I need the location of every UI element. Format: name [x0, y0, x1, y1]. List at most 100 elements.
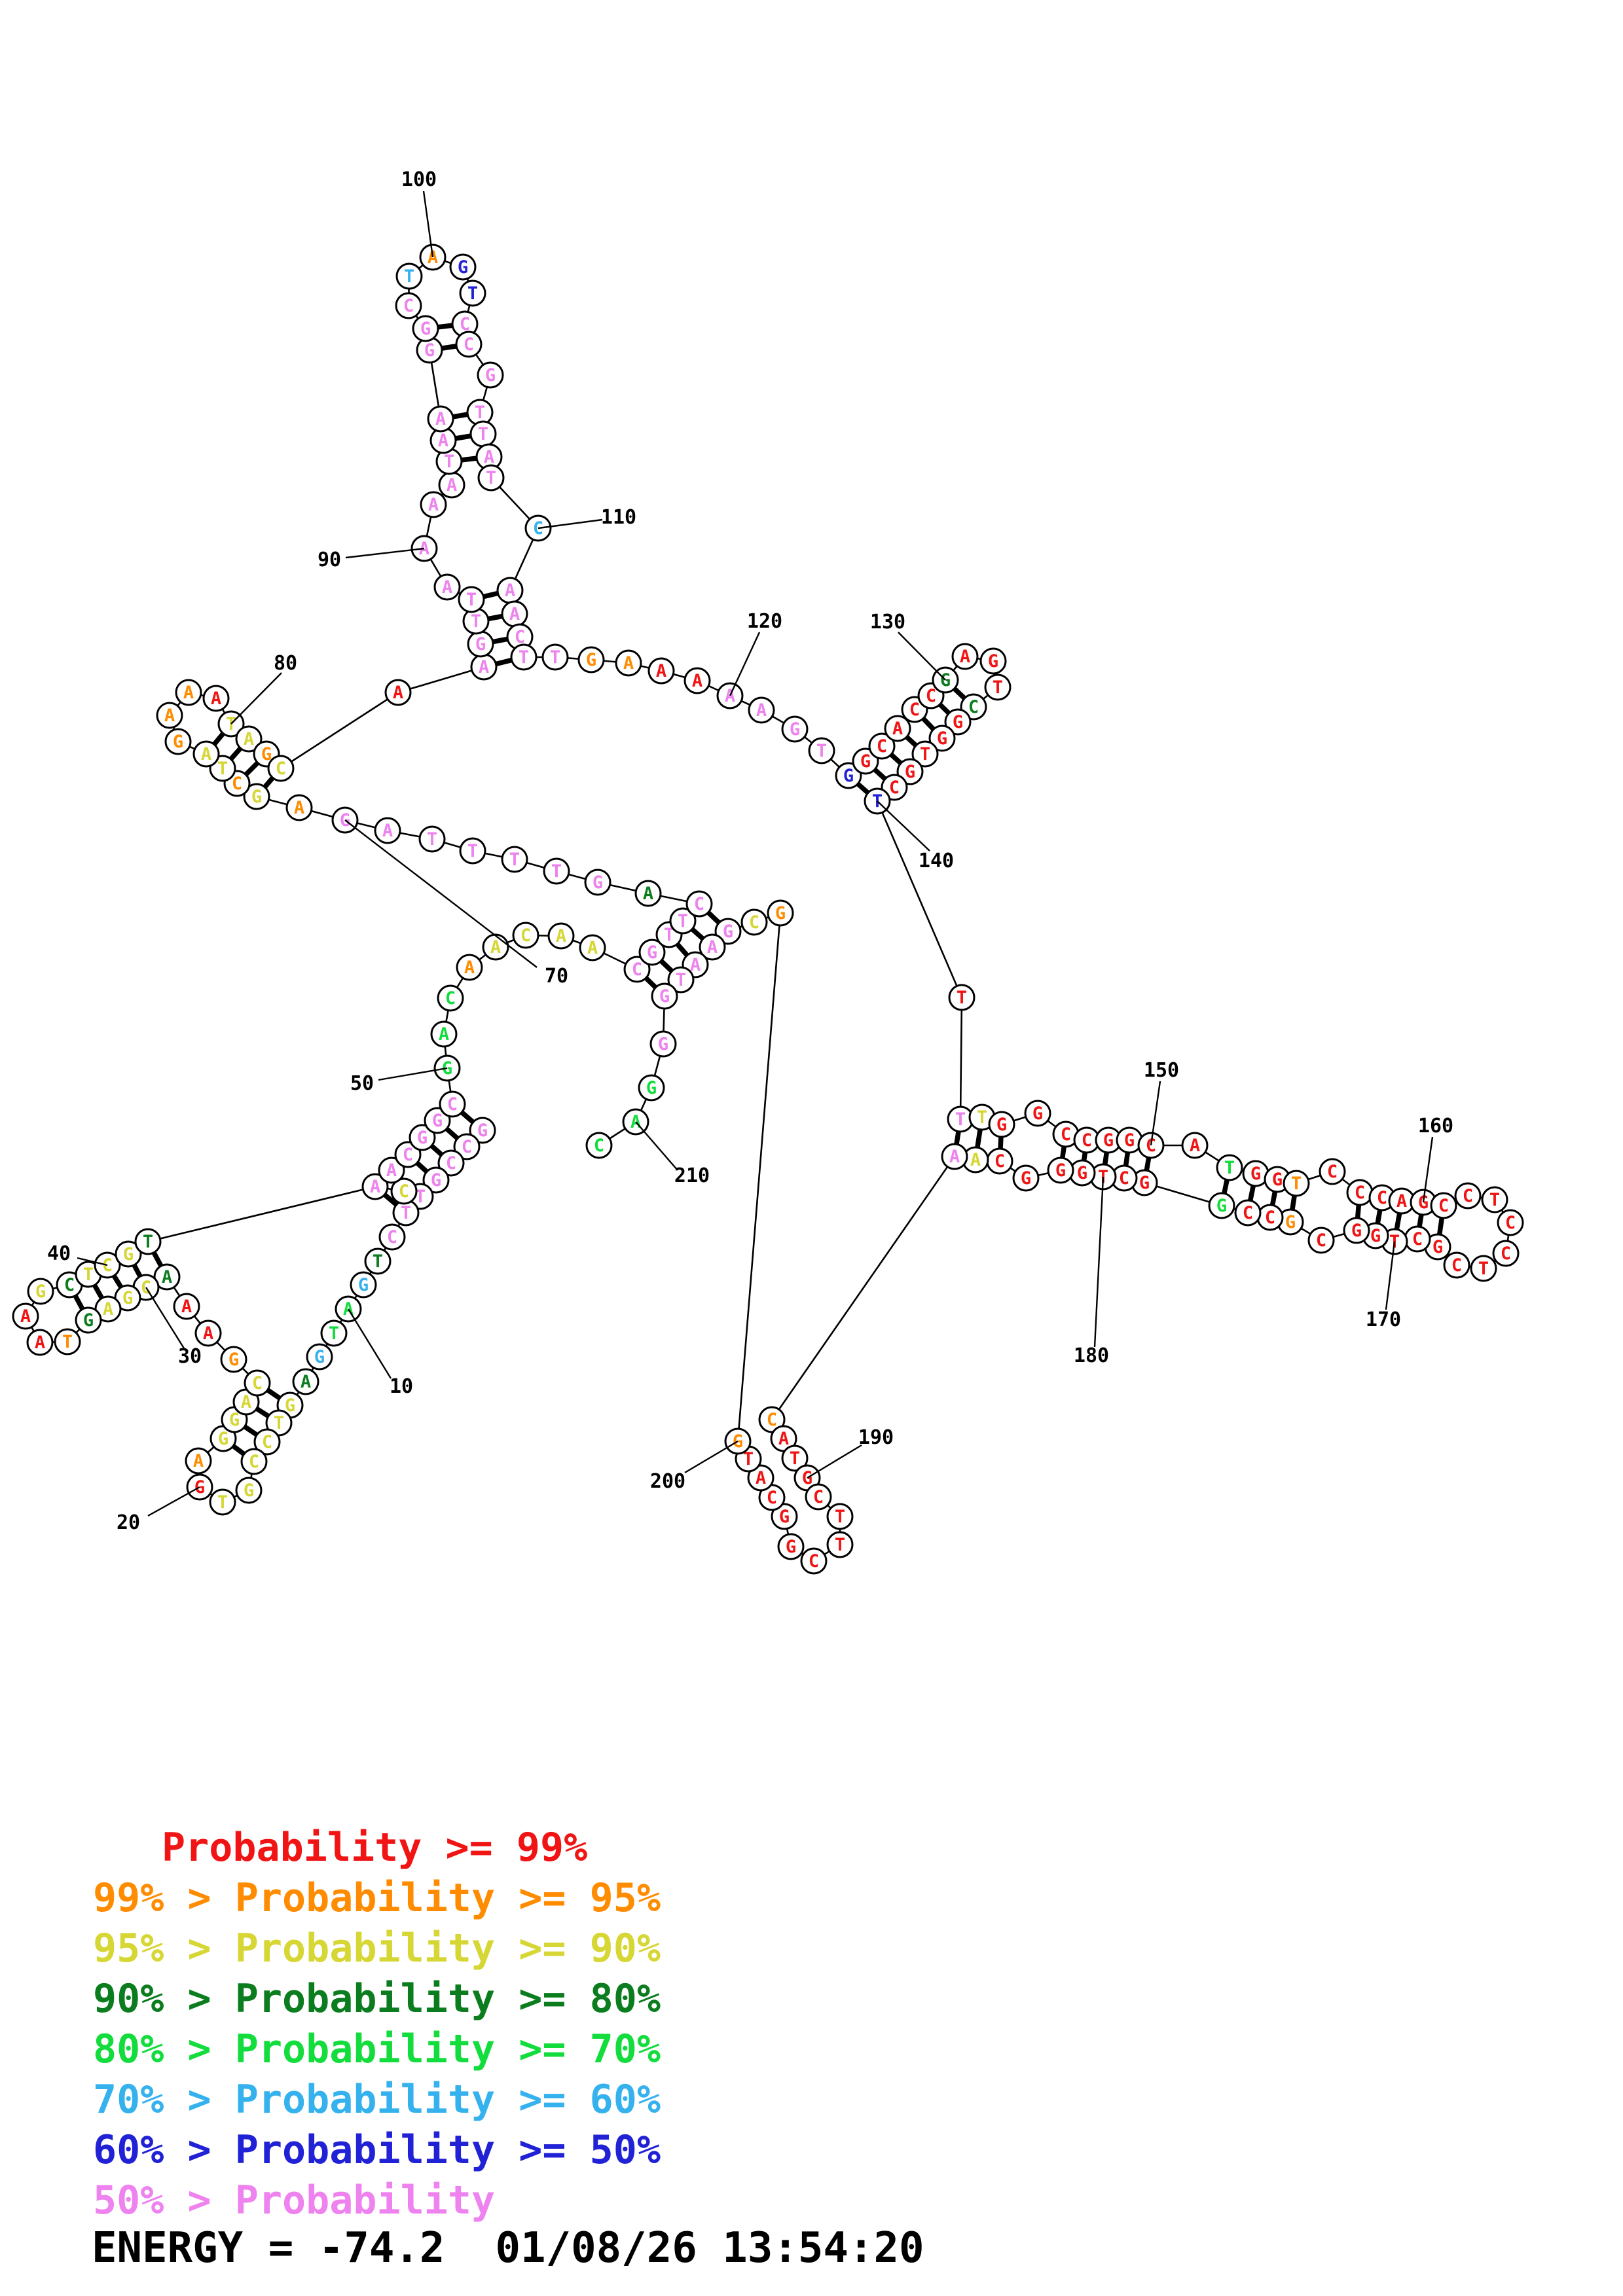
legend-item-p99: Probability >= 99% — [162, 1826, 587, 1869]
base-letter-87: T — [471, 611, 481, 632]
base-letter-104: C — [464, 334, 474, 355]
legend-item-p80: 90% > Probability >= 80% — [93, 1977, 661, 2020]
nucleotide-191 — [805, 1483, 832, 1511]
base-letter-128: C — [909, 700, 920, 720]
nucleotide-131 — [951, 643, 979, 670]
nucleotide-137 — [911, 740, 939, 768]
nucleotide-193 — [826, 1531, 854, 1558]
base-letter-84: A — [393, 683, 403, 703]
backbone-bond — [876, 800, 963, 998]
nucleotide-65 — [543, 857, 570, 885]
base-letter-5: T — [415, 1187, 426, 1207]
nucleotide-101 — [449, 253, 477, 281]
position-label-190: 190 — [858, 1426, 894, 1449]
nucleotide-164 — [1497, 1209, 1524, 1236]
position-label-150: 150 — [1144, 1059, 1179, 1082]
label-leader-20 — [147, 1486, 200, 1517]
base-letter-175: C — [1265, 1208, 1275, 1228]
base-letter-65: T — [551, 861, 562, 882]
nucleotide-194 — [800, 1547, 828, 1575]
nucleotide-145 — [1024, 1100, 1051, 1127]
nucleotide-203 — [714, 918, 742, 945]
base-letter-133: T — [993, 677, 1003, 698]
legend-item-label: 70% > Probability >= 60% — [93, 2077, 661, 2123]
base-letter-106: T — [475, 403, 485, 423]
nucleotide-55 — [512, 922, 539, 949]
base-letter-202: C — [749, 912, 759, 933]
nucleotide-116 — [577, 646, 605, 673]
base-letter-117: A — [623, 653, 634, 673]
base-letter-75: A — [201, 744, 211, 764]
base-letter-145: G — [1032, 1103, 1043, 1124]
nucleotide-136 — [928, 725, 956, 752]
base-letter-9: G — [358, 1275, 369, 1295]
base-letter-153: G — [1250, 1164, 1261, 1184]
base-letter-131: A — [960, 647, 970, 667]
base-letter-129: C — [926, 686, 936, 706]
legend-item-p70: 80% > Probability >= 70% — [93, 2028, 661, 2071]
nucleotide-124 — [835, 762, 862, 789]
legend-item-label: 50% > Probability — [93, 2178, 496, 2223]
label-leader-180 — [1093, 1176, 1104, 1348]
base-letter-56: A — [556, 926, 566, 946]
base-letter-159: A — [1396, 1191, 1407, 1211]
base-letter-8: T — [373, 1251, 383, 1272]
nucleotide-166 — [1470, 1255, 1497, 1282]
base-letter-149: G — [1124, 1130, 1135, 1151]
base-letter-208: G — [658, 1034, 668, 1054]
nucleotide-16 — [253, 1428, 281, 1456]
nucleotide-122 — [781, 715, 809, 743]
base-letter-185: A — [970, 1150, 981, 1170]
nucleotide-8 — [364, 1247, 392, 1275]
base-letter-79: A — [211, 689, 221, 709]
base-letter-63: A — [643, 884, 653, 904]
nucleotide-138 — [896, 758, 924, 785]
position-label-180: 180 — [1074, 1344, 1109, 1367]
backbone-bond — [1144, 1181, 1222, 1207]
base-letter-150: C — [1146, 1136, 1156, 1156]
nucleotide-19 — [209, 1488, 236, 1516]
base-letter-39: T — [83, 1265, 94, 1285]
base-letter-77: A — [164, 706, 175, 726]
nucleotide-156 — [1319, 1158, 1346, 1185]
nucleotide-15 — [265, 1409, 293, 1437]
position-label-40: 40 — [47, 1242, 71, 1265]
base-letter-151: A — [1190, 1136, 1200, 1156]
base-letter-121: A — [756, 700, 767, 721]
base-letter-134: C — [968, 697, 979, 717]
backbone-bond — [397, 666, 484, 694]
base-letter-71: A — [294, 798, 304, 818]
base-letter-12: G — [314, 1347, 325, 1367]
base-letter-3: C — [446, 1153, 456, 1174]
base-letter-45: A — [386, 1160, 397, 1181]
label-leader-160 — [1422, 1136, 1434, 1203]
nucleotide-155 — [1283, 1170, 1310, 1197]
label-leader-190 — [807, 1444, 862, 1479]
base-letter-179: C — [1119, 1168, 1129, 1189]
nucleotide-104 — [455, 331, 483, 358]
label-leader-50 — [378, 1067, 448, 1081]
base-letter-53: A — [464, 958, 475, 978]
base-letter-27: A — [203, 1323, 213, 1344]
base-letter-186: A — [949, 1147, 960, 1167]
nucleotide-53 — [456, 954, 483, 981]
label-leader-70 — [344, 819, 538, 968]
base-letter-21: A — [193, 1451, 204, 1471]
base-letter-107: T — [478, 424, 488, 444]
legend-item-below50: 50% > Probability — [93, 2179, 495, 2222]
base-letter-33: G — [83, 1310, 94, 1331]
base-letter-67: T — [467, 841, 478, 861]
base-letter-191: C — [813, 1487, 824, 1507]
base-letter-100: A — [428, 247, 438, 268]
base-letter-86: G — [475, 634, 486, 655]
position-label-70: 70 — [545, 965, 568, 988]
nucleotide-63 — [634, 880, 662, 907]
base-letter-110: C — [533, 518, 543, 539]
base-letter-205: A — [690, 955, 701, 975]
label-leader-40 — [77, 1257, 108, 1266]
position-label-120: 120 — [747, 610, 782, 633]
nucleotide-127 — [884, 715, 911, 742]
base-letter-176: C — [1243, 1203, 1253, 1223]
nucleotide-144 — [988, 1111, 1015, 1138]
base-letter-203: G — [723, 922, 733, 942]
